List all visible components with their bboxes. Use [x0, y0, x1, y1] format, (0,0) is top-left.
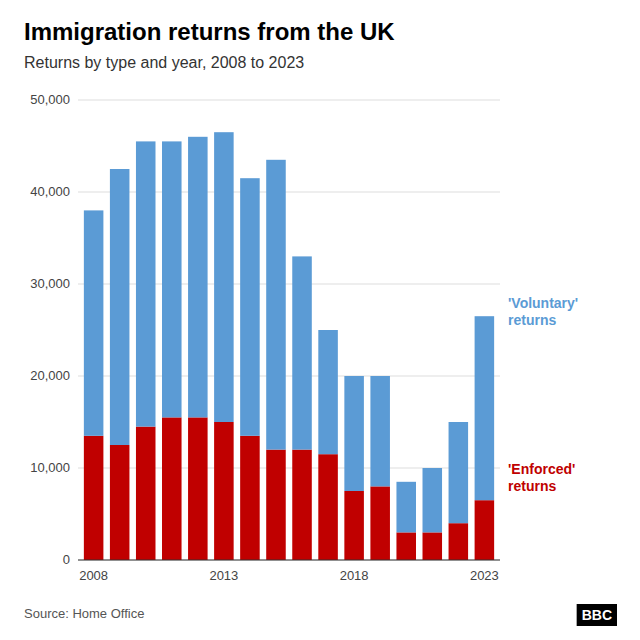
bar [396, 532, 416, 560]
bars [84, 132, 494, 560]
x-tick-label: 2013 [209, 568, 238, 583]
y-tick-label: 50,000 [30, 92, 70, 107]
bar [84, 210, 104, 435]
y-tick-label: 10,000 [30, 460, 70, 475]
grid [78, 100, 500, 560]
x-tick-label: 2023 [470, 568, 499, 583]
series-label-line: returns [508, 312, 556, 328]
bar [266, 160, 286, 450]
y-tick-label: 0 [63, 552, 70, 567]
bar [110, 445, 130, 560]
x-axis-line [78, 560, 500, 561]
series [84, 132, 494, 532]
bar [214, 422, 234, 560]
bar [84, 436, 104, 560]
series-label-line: 'Enforced' [508, 461, 575, 477]
bar [214, 132, 234, 422]
bar [396, 482, 416, 533]
bar [449, 523, 469, 560]
bar [423, 532, 443, 560]
grid-line [78, 100, 500, 101]
x-tick-label: 2018 [340, 568, 369, 583]
bar [344, 376, 364, 491]
bar [344, 491, 364, 560]
subtitle: Returns by type and year, 2008 to 2023 [24, 54, 304, 71]
logo-box [577, 604, 617, 626]
bar [266, 450, 286, 560]
y-tick-label: 40,000 [30, 184, 70, 199]
source: Source: Home Office [24, 606, 144, 621]
series-label-line: returns [508, 478, 556, 494]
bar [240, 436, 260, 560]
logo-text: BBC [582, 607, 612, 623]
y-tick-label: 20,000 [30, 368, 70, 383]
bar [162, 417, 182, 560]
chart: Immigration returns from the UK Returns b… [0, 0, 640, 640]
series-label: 'Enforced'returns [508, 461, 575, 494]
title: Immigration returns from the UK [24, 18, 395, 45]
bar [136, 427, 156, 560]
bar [292, 450, 312, 560]
bar [318, 330, 338, 454]
bar [188, 417, 208, 560]
bar [188, 137, 208, 418]
bar [370, 376, 390, 486]
bar [110, 169, 130, 445]
bar [318, 454, 338, 560]
series-label-line: 'Voluntary' [508, 295, 578, 311]
bar [370, 486, 390, 560]
grid-line [78, 560, 500, 561]
series [84, 417, 494, 560]
logo: BBC [577, 604, 617, 626]
bar [475, 500, 495, 560]
x-tick-label: 2008 [79, 568, 108, 583]
bar [423, 468, 443, 532]
bar [475, 316, 495, 500]
bar [449, 422, 469, 523]
bar [240, 178, 260, 436]
bar [136, 141, 156, 426]
y-tick-label: 30,000 [30, 276, 70, 291]
bar [292, 256, 312, 449]
series-label: 'Voluntary'returns [508, 295, 578, 328]
bar [162, 141, 182, 417]
